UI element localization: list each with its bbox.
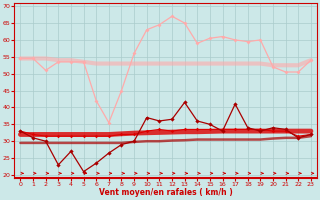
X-axis label: Vent moyen/en rafales ( km/h ): Vent moyen/en rafales ( km/h ) <box>99 188 233 197</box>
